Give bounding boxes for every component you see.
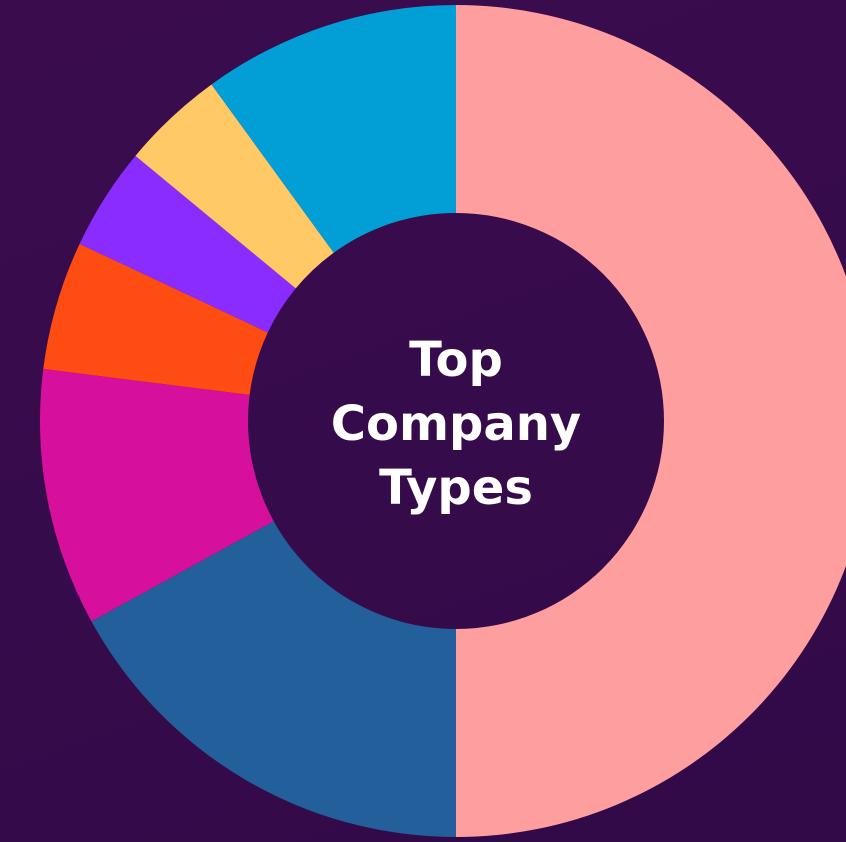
donut-segment: [40, 368, 274, 622]
donut-segment: [456, 5, 846, 837]
donut-segment: [91, 521, 456, 837]
donut-segment: [79, 155, 296, 333]
donut-segment: [43, 243, 268, 395]
donut-segment: [135, 84, 334, 289]
donut-segment: [211, 5, 456, 253]
chart-title: Top Company Types: [330, 332, 582, 516]
